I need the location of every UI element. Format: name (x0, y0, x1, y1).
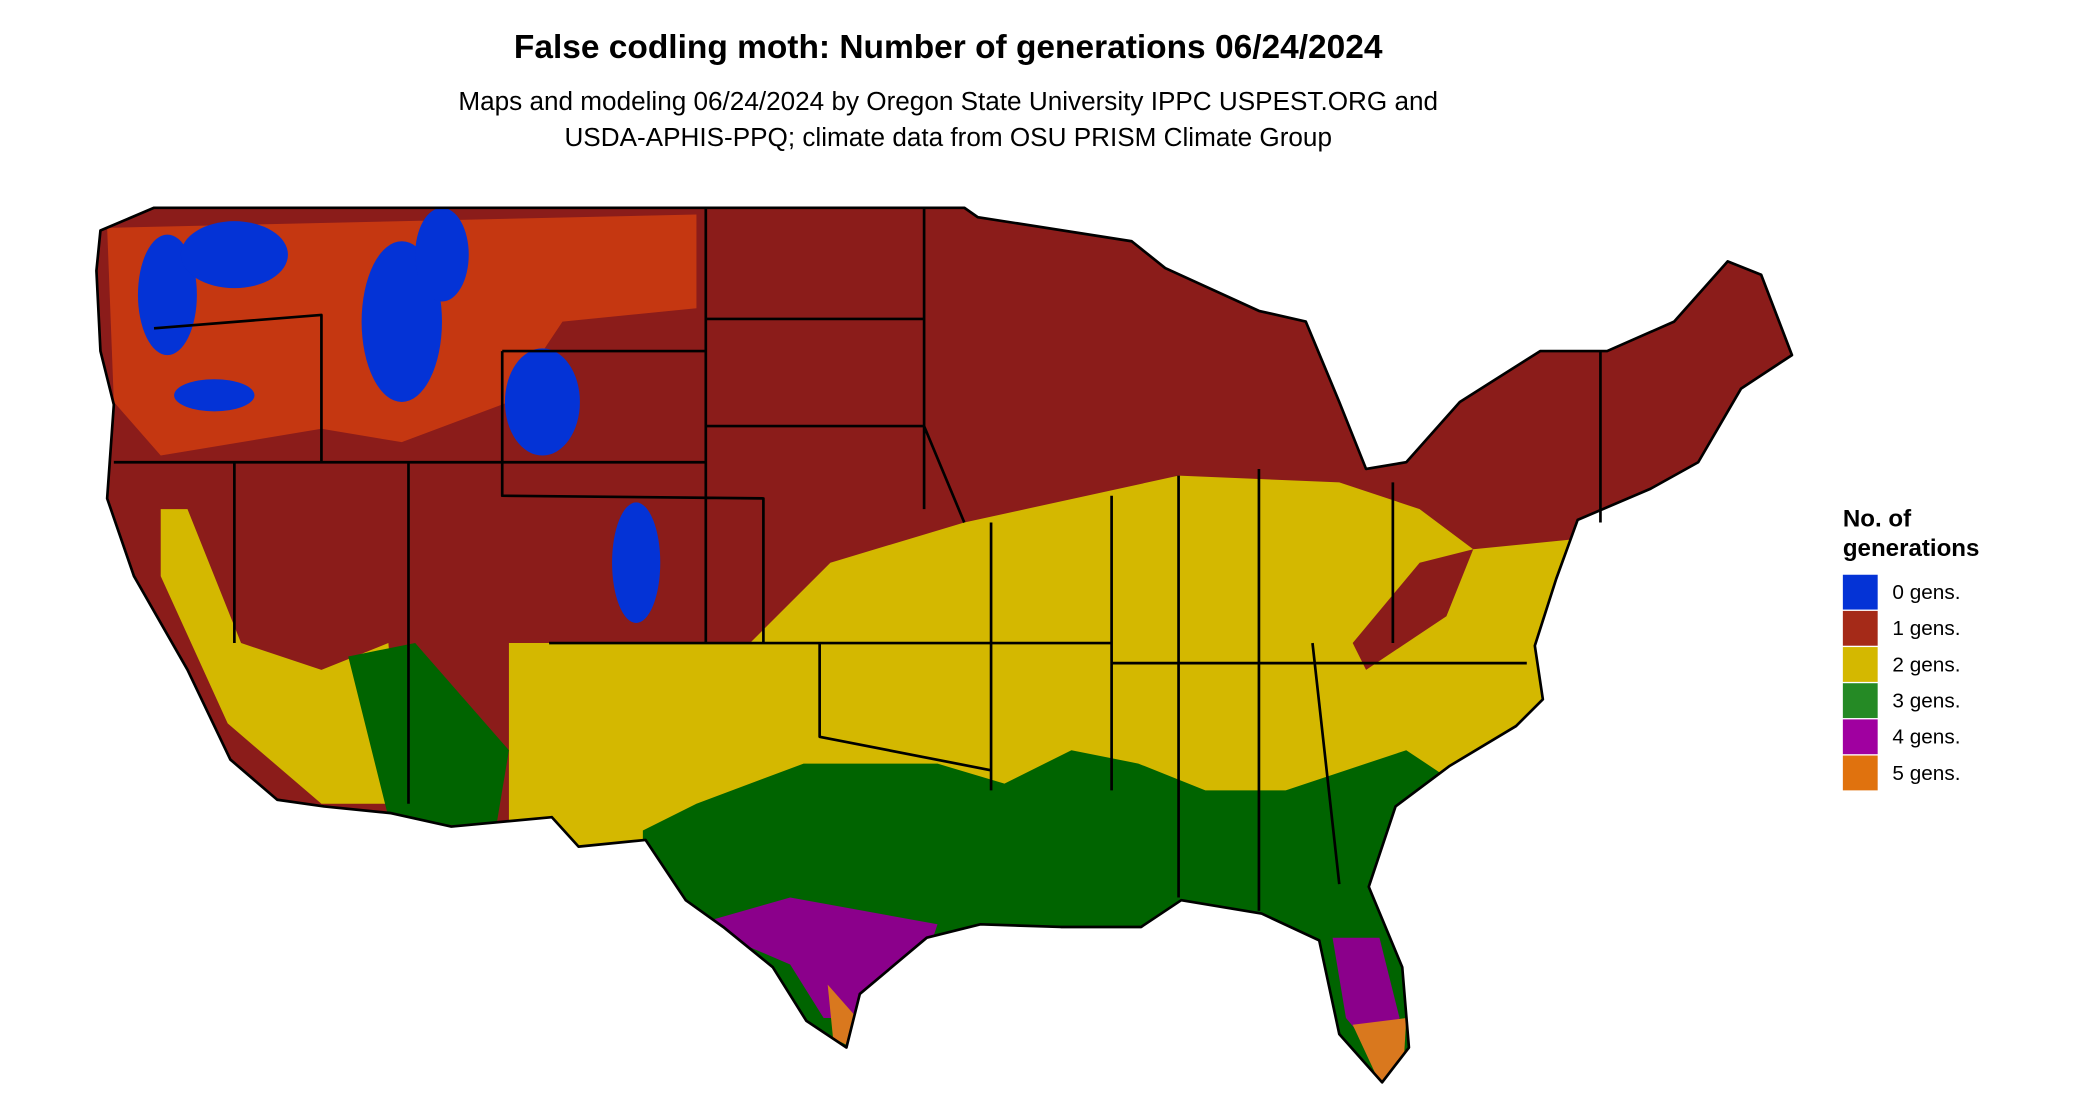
title: False codling moth: Number of generation… (514, 29, 1383, 66)
legend-swatch (1842, 719, 1878, 755)
legend-label: 3 gens. (1892, 689, 1960, 712)
legend-swatch (1842, 647, 1878, 682)
zone-0-gen (174, 379, 255, 412)
legend-swatch (1842, 683, 1878, 719)
legend-swatch (1842, 755, 1878, 791)
legend: No. of generations 0 gens. 1 gens. 2 gens.… (1842, 506, 1980, 791)
map (96, 207, 1792, 1083)
zone-0-gen (415, 207, 469, 302)
subtitle-line: Maps and modeling 06/24/2024 by Oregon S… (458, 86, 1438, 116)
subtitle-line: USDA-APHIS-PPQ; climate data from OSU PR… (564, 122, 1332, 152)
legend-swatch (1842, 574, 1878, 610)
legend-title: No. of (1843, 506, 1912, 533)
legend-label: 1 gens. (1892, 617, 1960, 640)
zone-1-gen (1352, 549, 1474, 670)
zone-0-gen (612, 502, 661, 623)
zone-0-gen (504, 348, 580, 456)
zone-0-gen (180, 221, 288, 289)
legend-label: 5 gens. (1892, 762, 1960, 785)
zone-3-gen (348, 643, 509, 831)
legend-title: generations (1843, 535, 1980, 562)
legend-label: 4 gens. (1892, 726, 1960, 749)
state-borders (95, 206, 1794, 1084)
zone-2-gen (160, 509, 402, 804)
legend-label: 2 gens. (1892, 653, 1960, 676)
legend-swatch (1842, 610, 1878, 646)
legend-label: 0 gens. (1892, 581, 1960, 604)
